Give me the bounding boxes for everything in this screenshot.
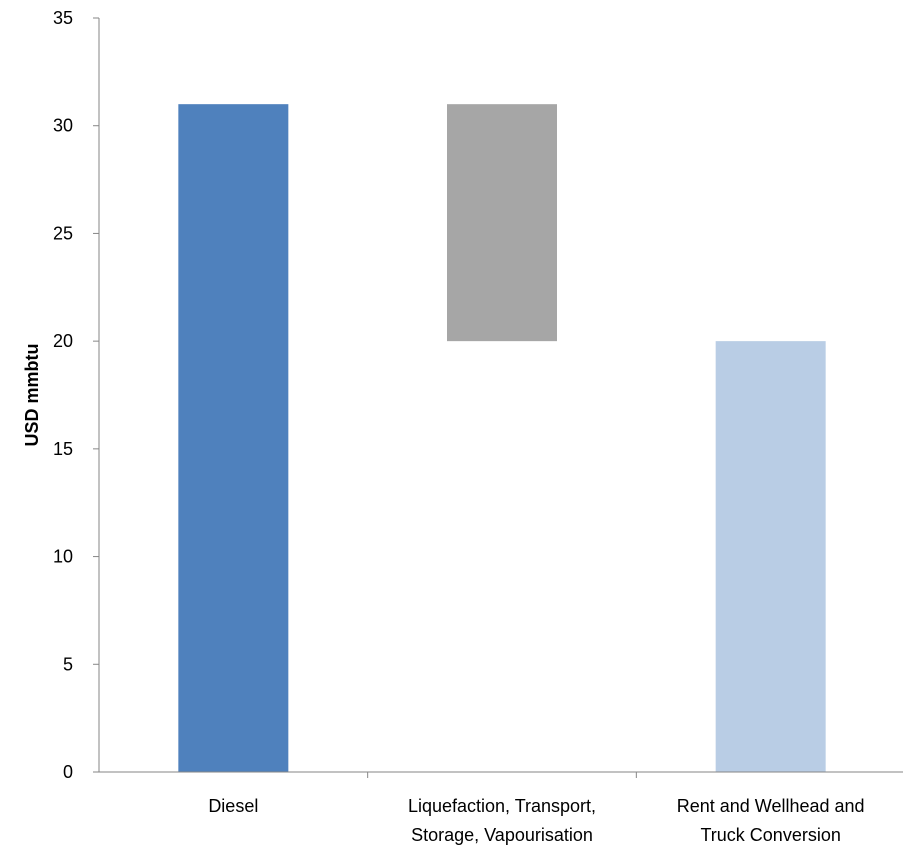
y-tick-label: 25: [53, 223, 73, 243]
bar-1: [178, 104, 289, 772]
y-tick-label: 20: [53, 331, 73, 351]
bar-2: [447, 104, 557, 342]
x-category-label: Diesel: [208, 796, 258, 816]
y-tick-label: 5: [63, 654, 73, 674]
bar-3: [715, 341, 826, 772]
y-tick-label: 35: [53, 8, 73, 28]
y-tick-label: 0: [63, 762, 73, 782]
y-tick-label: 15: [53, 439, 73, 459]
bars-layer: [178, 104, 826, 772]
y-axis-title: USD mmbtu: [22, 344, 42, 447]
x-category-label: Rent and Wellhead and: [677, 796, 865, 816]
x-category-label: Liquefaction, Transport,: [408, 796, 596, 816]
axes-layer: [93, 17, 903, 778]
labels-layer: 0 5 10 15 20 25 30 35 Diesel Liquefaction, Transp…: [53, 8, 865, 845]
y-tick-label: 30: [53, 116, 73, 136]
x-category-label: Storage, Vapourisation: [411, 825, 593, 845]
y-tick-label: 10: [53, 547, 73, 567]
x-category-label: Truck Conversion: [700, 825, 840, 845]
